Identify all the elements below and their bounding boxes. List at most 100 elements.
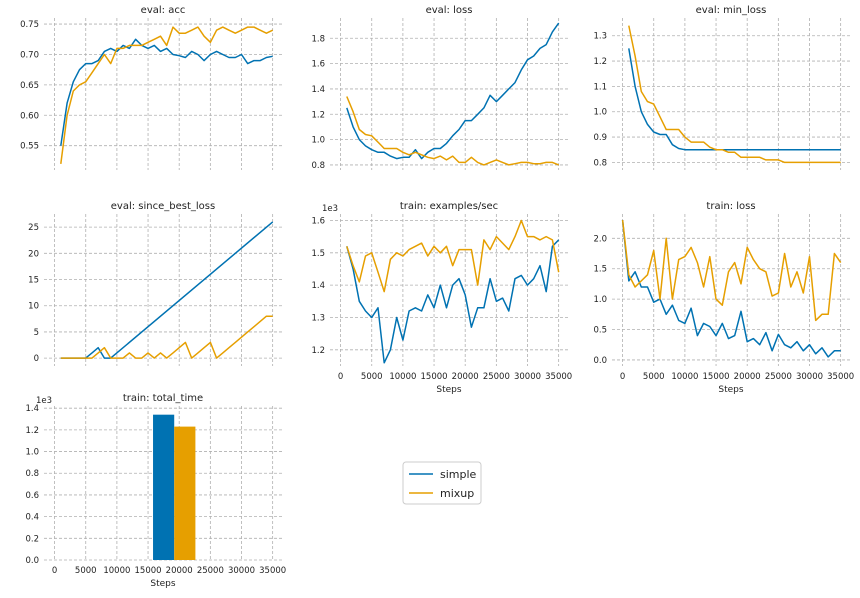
y-tick-label: 0.5: [593, 326, 607, 336]
series-line-simple: [346, 239, 560, 364]
chart-title: eval: since_best_loss: [111, 201, 215, 212]
y-tick-label: 20: [28, 249, 39, 259]
series-line-mixup: [621, 220, 842, 322]
x-tick-label: 10000: [103, 566, 130, 576]
x-tick-label: 35000: [259, 566, 286, 576]
chart-title: train: loss: [706, 201, 755, 212]
y-tick-label: 0.8: [311, 161, 325, 171]
x-axis-label: Steps: [150, 579, 175, 589]
x-tick-label: 20000: [452, 372, 479, 382]
y-tick-label: 0.55: [20, 142, 39, 152]
chart-panel: 0.0 0.2 0.4 0.6 0.8 1.0 1.2 1.4 0 5000 10000 15000 2…: [25, 393, 286, 589]
chart-title: train: total_time: [123, 393, 203, 404]
y-tick-label: 1.4: [25, 404, 39, 414]
x-tick-label: 0: [52, 566, 57, 576]
y-tick-label: 1.6: [311, 60, 325, 70]
chart-title: train: examples/sec: [400, 201, 498, 212]
chart-panel: 0 5 10 15 20 25 eval: since_best_loss: [28, 201, 282, 366]
x-tick-label: 5000: [643, 372, 665, 382]
y-tick-label: 2.0: [593, 234, 607, 244]
y-tick-label: 0.9: [593, 133, 607, 143]
chart-panel: 1.2 1.3 1.4 1.5 1.6 0 5000 10000 15000 20000 25000…: [311, 201, 572, 395]
y-tick-label: 1.0: [25, 448, 39, 458]
x-tick-label: 35000: [827, 372, 854, 382]
y-tick-label: 0.0: [25, 556, 39, 566]
x-tick-label: 30000: [796, 372, 823, 382]
y-tick-label: 1.5: [593, 265, 607, 275]
bar-simple: [153, 414, 175, 560]
y-tick-label: 0.2: [25, 534, 39, 544]
series-line-mixup: [60, 315, 273, 359]
x-tick-label: 25000: [765, 372, 792, 382]
bar-mixup: [174, 426, 196, 560]
y-tick-label: 1.2: [25, 426, 39, 436]
chart-panel: 0.8 1.0 1.2 1.4 1.6 1.8 eval: loss: [311, 5, 568, 171]
x-axis-label: Steps: [436, 385, 461, 395]
y-tick-label: 1.1: [593, 82, 607, 92]
y-tick-label: 1.8: [311, 34, 325, 44]
y-tick-label: 1.3: [311, 313, 325, 323]
series-line-simple: [628, 48, 841, 151]
y-tick-label: 1.6: [311, 216, 325, 226]
y-tick-label: 1.3: [593, 32, 607, 42]
y-tick-label: 25: [28, 223, 39, 233]
y-tick-label: 0.6: [25, 491, 39, 501]
series-line-mixup: [60, 26, 274, 164]
x-tick-label: 5000: [361, 372, 383, 382]
chart-panel: 0.0 0.5 1.0 1.5 2.0 0 5000 10000 15000 20000 25000…: [593, 201, 854, 395]
series-line-simple: [60, 38, 273, 146]
y-tick-label: 0.65: [20, 81, 39, 91]
series-line-mixup: [346, 96, 559, 166]
y-tick-label: 0.75: [20, 20, 39, 30]
x-tick-label: 20000: [166, 566, 193, 576]
y-tick-label: 0.0: [593, 356, 607, 366]
y-tick-label: 0.8: [593, 158, 607, 168]
x-tick-label: 15000: [703, 372, 730, 382]
x-tick-label: 15000: [421, 372, 448, 382]
x-tick-label: 0: [338, 372, 343, 382]
x-tick-label: 25000: [483, 372, 510, 382]
y-tick-label: 0: [34, 354, 39, 364]
legend-label-mixup: mixup: [440, 487, 474, 500]
series-line-simple: [621, 220, 841, 358]
y-tick-label: 0.70: [20, 50, 39, 60]
x-tick-label: 30000: [228, 566, 255, 576]
y-tick-label: 1.0: [311, 136, 325, 146]
y-tick-label: 1.2: [311, 346, 325, 356]
y-tick-label: 5: [34, 328, 39, 338]
chart-panel: 0.55 0.60 0.65 0.70 0.75 eval: acc: [20, 5, 282, 170]
series-line-simple: [346, 22, 560, 160]
y-tick-label: 0.8: [25, 469, 39, 479]
chart-title: eval: loss: [426, 5, 473, 16]
y-tick-label: 1.0: [593, 295, 607, 305]
x-tick-label: 20000: [734, 372, 761, 382]
legend: simple mixup: [402, 461, 482, 505]
chart-title: eval: acc: [141, 5, 186, 16]
y-tick-label: 15: [28, 276, 39, 286]
x-tick-label: 0: [620, 372, 625, 382]
x-tick-label: 5000: [75, 566, 97, 576]
chart-panel: 0.8 0.9 1.0 1.1 1.2 1.3 eval: min_loss: [593, 5, 850, 170]
axis-scale-label: 1e3: [322, 204, 338, 214]
y-tick-label: 1.2: [311, 110, 325, 120]
y-tick-label: 1.2: [593, 57, 607, 67]
x-tick-label: 25000: [197, 566, 224, 576]
legend-label-simple: simple: [440, 468, 477, 481]
chart-title: eval: min_loss: [696, 5, 767, 16]
y-tick-label: 1.4: [311, 281, 325, 291]
axis-scale-label: 1e3: [36, 396, 52, 406]
series-line-mixup: [628, 25, 841, 164]
x-tick-label: 10000: [671, 372, 698, 382]
y-tick-label: 0.60: [20, 111, 39, 121]
y-tick-label: 1.5: [311, 249, 325, 259]
y-tick-label: 1.0: [593, 108, 607, 118]
x-tick-label: 35000: [545, 372, 572, 382]
x-axis-label: Steps: [718, 385, 743, 395]
x-tick-label: 30000: [514, 372, 541, 382]
x-tick-label: 15000: [135, 566, 162, 576]
y-tick-label: 1.4: [311, 85, 325, 95]
y-tick-label: 10: [28, 302, 39, 312]
x-tick-label: 10000: [389, 372, 416, 382]
series-line-mixup: [346, 219, 560, 293]
